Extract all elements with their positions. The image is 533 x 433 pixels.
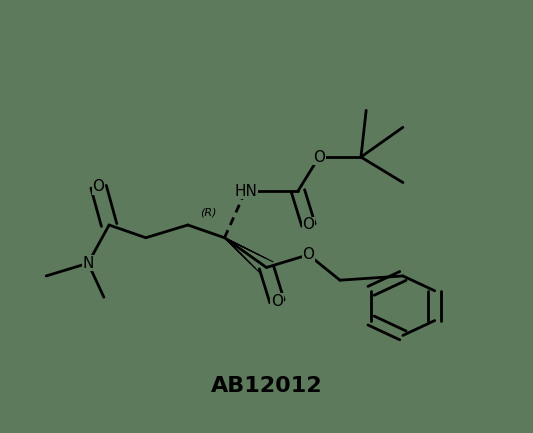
Text: AB12012: AB12012 (211, 376, 322, 396)
Text: O: O (313, 149, 325, 165)
Text: O: O (271, 294, 283, 309)
Text: O: O (302, 247, 314, 262)
Text: O: O (93, 179, 104, 194)
Text: O: O (302, 217, 314, 233)
Text: HN: HN (234, 184, 257, 198)
Text: N: N (83, 256, 94, 271)
Text: (R): (R) (200, 207, 217, 217)
